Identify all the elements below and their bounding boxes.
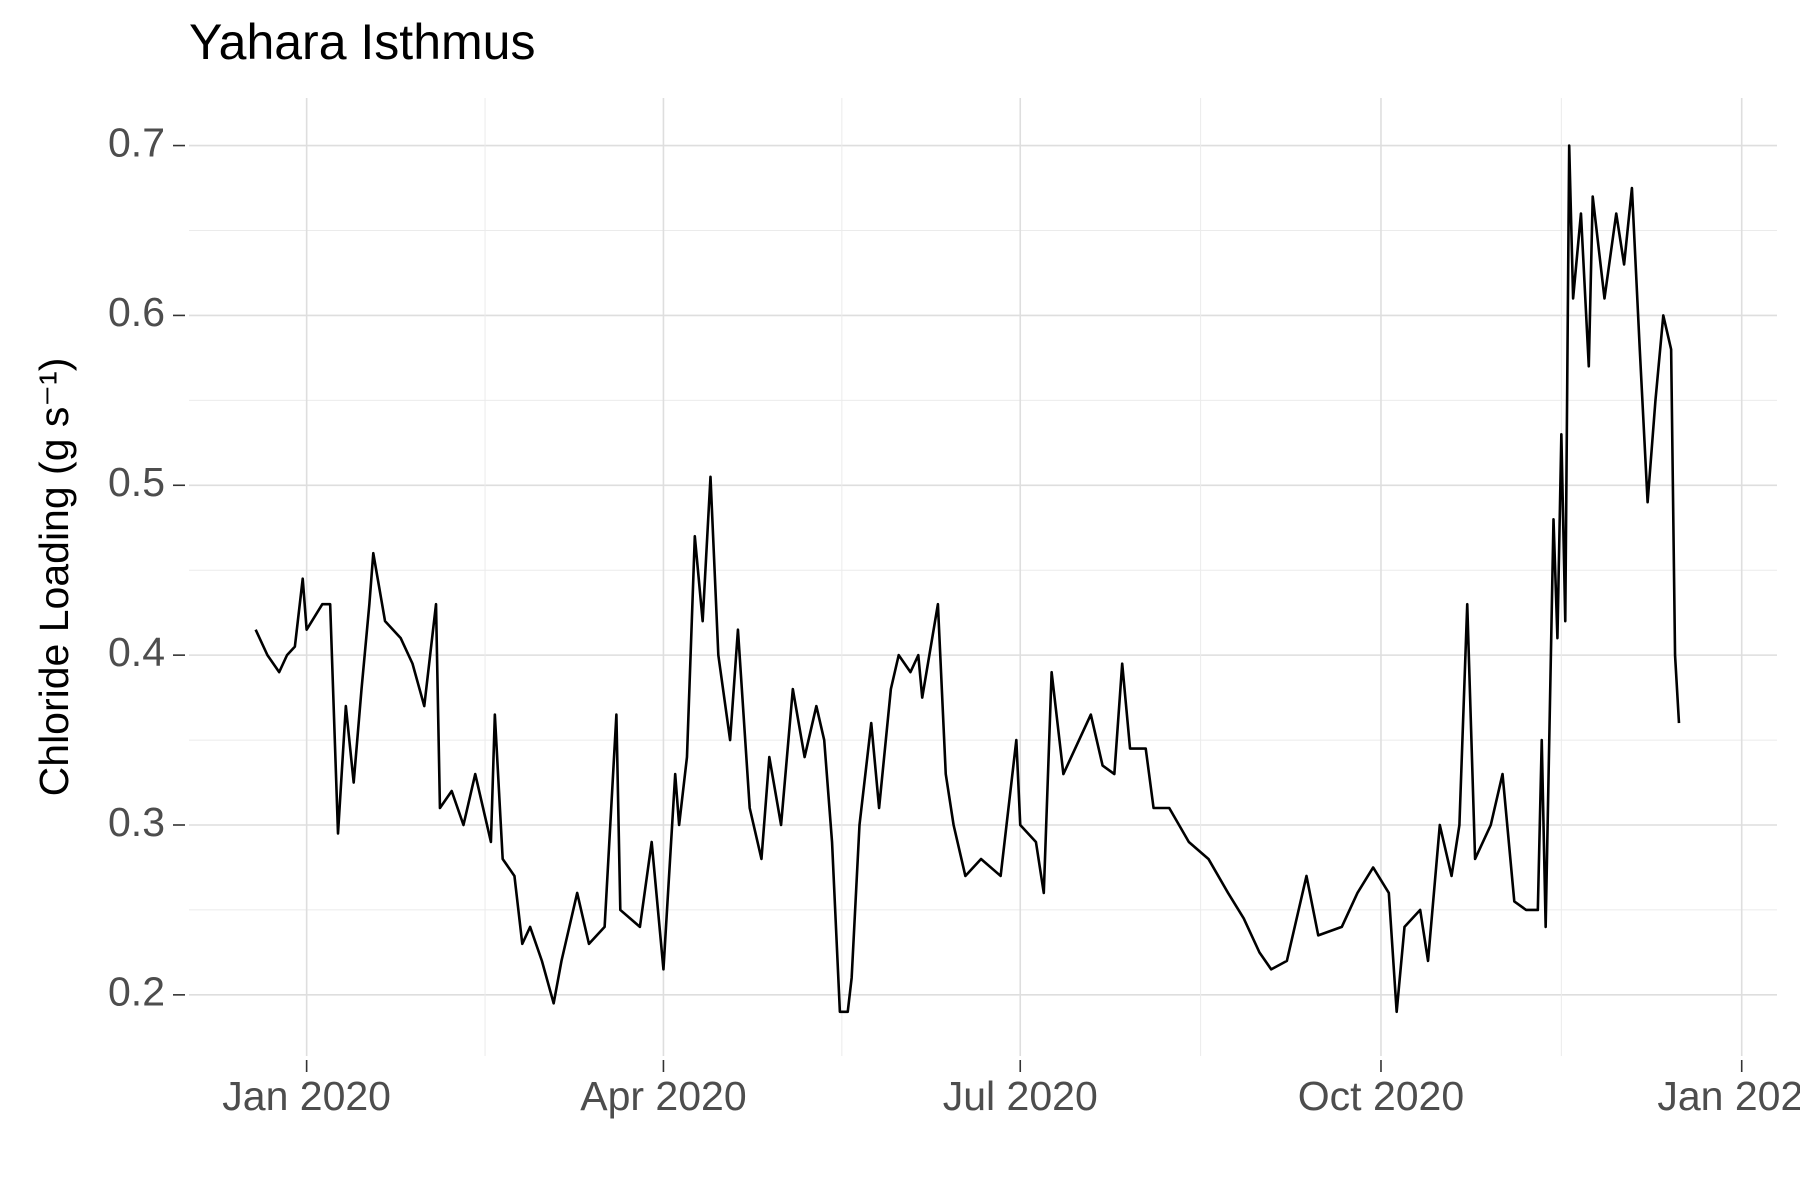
x-tick-label: Apr 2020 xyxy=(580,1073,746,1119)
y-tick-label: 0.4 xyxy=(108,629,165,675)
grid: 0.2 0.3 0.4 0.5 0.6 0.7 Jan 2020 Apr 2020 Jul 20… xyxy=(108,98,1800,1119)
y-tick-label: 0.7 xyxy=(108,119,165,165)
y-tick-label: 0.6 xyxy=(108,289,165,335)
plot-area xyxy=(254,144,1681,1014)
data-line xyxy=(254,144,1681,1014)
x-tick-label: Jul 2020 xyxy=(943,1073,1098,1119)
y-tick-label: 0.3 xyxy=(108,799,165,845)
x-tick-label: Jan 2021 xyxy=(1657,1073,1800,1119)
x-tick-label: Oct 2020 xyxy=(1298,1073,1464,1119)
y-axis-label: Chloride Loading (g s⁻¹) xyxy=(31,358,77,797)
y-tick-label: 0.2 xyxy=(108,969,165,1015)
x-tick-label: Jan 2020 xyxy=(222,1073,391,1119)
y-tick-label: 0.5 xyxy=(108,459,165,505)
chart-title: Yahara Isthmus xyxy=(189,14,535,70)
